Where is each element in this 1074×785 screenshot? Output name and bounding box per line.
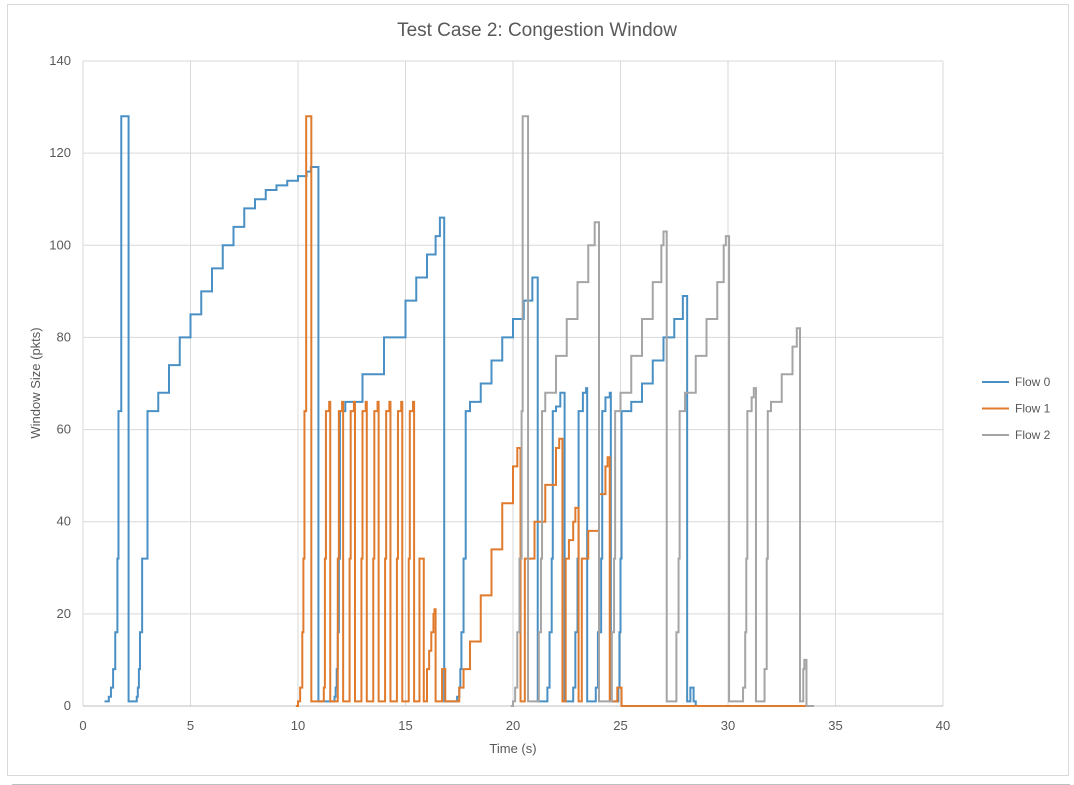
x-axis-title: Time (s) xyxy=(489,741,536,756)
series-line-flow-2 xyxy=(510,115,814,707)
x-tick-label-6: 30 xyxy=(721,718,735,733)
x-tick-label-2: 10 xyxy=(291,718,305,733)
y-tick-label-0: 0 xyxy=(64,698,71,713)
y-tick-label-7: 140 xyxy=(49,53,71,68)
y-tick-label-1: 20 xyxy=(57,606,71,621)
y-tick-label-5: 100 xyxy=(49,237,71,252)
y-axis-title: Window Size (pkts) xyxy=(28,327,43,438)
legend: Flow 0 Flow 1 Flow 2 xyxy=(982,375,1051,442)
y-tick-label-2: 40 xyxy=(57,514,71,529)
x-tick-label-1: 5 xyxy=(187,718,194,733)
legend-label-flow-1: Flow 1 xyxy=(1015,402,1051,416)
y-tick-label-6: 120 xyxy=(49,145,71,160)
legend-label-flow-0: Flow 0 xyxy=(1015,375,1051,389)
axis-labels-layer: 0 20 40 60 80 100 120 140 0 5 10 15 20 25 30 35 40 xyxy=(49,53,950,733)
series-layer xyxy=(104,115,814,707)
x-tick-label-4: 20 xyxy=(506,718,520,733)
legend-label-flow-2: Flow 2 xyxy=(1015,428,1051,442)
chart-title: Test Case 2: Congestion Window xyxy=(397,20,677,41)
x-tick-label-0: 0 xyxy=(79,718,86,733)
grid-layer xyxy=(82,60,944,707)
x-tick-label-5: 25 xyxy=(613,718,627,733)
y-tick-label-3: 60 xyxy=(57,422,71,437)
x-tick-label-8: 40 xyxy=(936,718,950,733)
y-tick-label-4: 80 xyxy=(57,329,71,344)
x-tick-label-7: 35 xyxy=(828,718,842,733)
series-line-flow-1 xyxy=(295,115,808,707)
x-tick-label-3: 15 xyxy=(398,718,412,733)
